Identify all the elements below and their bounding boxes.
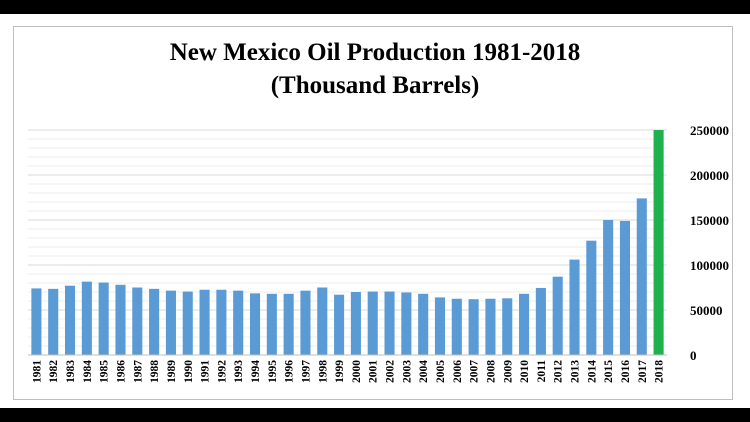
bar-2015 xyxy=(603,220,614,355)
x-tick-label: 2018 xyxy=(654,360,666,383)
bar-1992 xyxy=(216,289,227,355)
x-tick-label: 2013 xyxy=(570,360,582,383)
x-tick-label: 2004 xyxy=(418,360,430,383)
bar-2004 xyxy=(418,293,429,355)
bar-2013 xyxy=(569,259,580,355)
bar-1988 xyxy=(149,288,160,355)
chart-title: New Mexico Oil Production 1981-2018 (Tho… xyxy=(0,36,750,102)
bar-1996 xyxy=(283,293,294,355)
x-tick-label: 1991 xyxy=(200,360,212,383)
bar-chart: 0 50000 100000 150000 200000 250000 1981 1982 19… xyxy=(28,123,729,383)
x-tick-label: 1981 xyxy=(31,360,43,383)
bar-1991 xyxy=(199,289,210,355)
x-tick-label: 1989 xyxy=(166,360,178,383)
bar-2007 xyxy=(468,299,479,355)
x-tick-label: 1993 xyxy=(233,360,245,383)
x-tick-label: 1984 xyxy=(82,360,94,383)
bar-2011 xyxy=(535,287,546,355)
bar-2014 xyxy=(586,240,597,355)
bar-1981 xyxy=(31,288,42,355)
bar-1997 xyxy=(300,290,311,355)
x-tick-label: 2000 xyxy=(351,360,363,383)
bar-1986 xyxy=(115,284,126,355)
bar-1982 xyxy=(48,288,59,355)
bar-2010 xyxy=(519,293,530,355)
x-tick-label: 2015 xyxy=(603,360,615,383)
x-tick-label: 1994 xyxy=(250,360,262,383)
x-tick-label: 1986 xyxy=(115,360,127,383)
x-tick-label: 2016 xyxy=(620,360,632,383)
bar-2009 xyxy=(502,298,513,355)
bar-2001 xyxy=(367,291,378,355)
bar-2012 xyxy=(552,276,563,355)
y-tick-label: 200000 xyxy=(690,168,729,183)
chart-area-border xyxy=(13,26,733,400)
bar-2003 xyxy=(401,292,412,355)
bar-2005 xyxy=(434,297,446,355)
x-tick-label: 1987 xyxy=(132,360,144,383)
x-tick-label: 2002 xyxy=(385,360,397,383)
y-tick-label: 50000 xyxy=(690,303,723,318)
bar-2018 xyxy=(653,130,664,355)
bar-1990 xyxy=(182,291,193,355)
x-tick-label: 1988 xyxy=(149,360,161,383)
x-tick-label: 1985 xyxy=(99,360,111,383)
x-tick-label: 1999 xyxy=(334,360,346,383)
x-tick-label: 1983 xyxy=(65,360,77,383)
bar-1989 xyxy=(165,290,176,355)
bar-1995 xyxy=(266,293,277,355)
x-tick-label: 1997 xyxy=(300,360,312,383)
x-tick-label: 2008 xyxy=(485,360,497,383)
x-tick-label: 2007 xyxy=(469,360,481,383)
y-tick-label: 100000 xyxy=(690,258,729,273)
bar-2017 xyxy=(636,198,647,355)
bar-1994 xyxy=(249,293,261,355)
slide-frame: New Mexico Oil Production 1981-2018 (Tho… xyxy=(0,14,750,408)
x-tick-label: 1998 xyxy=(317,360,329,383)
x-tick-label: 2003 xyxy=(401,360,413,383)
bar-1998 xyxy=(317,287,328,355)
bar-2002 xyxy=(384,291,395,355)
bar-2006 xyxy=(451,298,462,355)
bar-1985 xyxy=(98,282,109,355)
bar-1993 xyxy=(233,290,244,355)
bar-2000 xyxy=(350,292,361,355)
y-tick-label: 150000 xyxy=(690,213,729,228)
x-tick-label: 2009 xyxy=(502,360,514,383)
x-tick-label: 2006 xyxy=(452,360,464,383)
bar-1999 xyxy=(334,294,345,355)
x-tick-label: 1982 xyxy=(48,360,60,383)
x-tick-label: 1995 xyxy=(267,360,279,383)
chart-title-line-1: New Mexico Oil Production 1981-2018 xyxy=(169,39,581,66)
x-tick-label: 2014 xyxy=(586,360,598,383)
bar-2016 xyxy=(619,220,631,355)
x-tick-label: 2010 xyxy=(519,360,531,383)
x-tick-label: 1992 xyxy=(216,360,228,383)
bar-1983 xyxy=(64,285,76,355)
bar-1984 xyxy=(81,281,92,355)
x-tick-label: 2012 xyxy=(553,360,565,383)
x-tick-label: 2017 xyxy=(637,360,649,383)
bar-2008 xyxy=(485,298,496,355)
x-tick-label: 2005 xyxy=(435,360,447,383)
y-tick-label: 0 xyxy=(690,348,697,363)
x-tick-label: 2001 xyxy=(368,360,380,383)
chart-title-line-2: (Thousand Barrels) xyxy=(270,72,480,99)
y-tick-label: 250000 xyxy=(690,123,729,138)
bar-1987 xyxy=(132,287,143,355)
x-tick-label: 2011 xyxy=(536,360,548,383)
x-tick-label: 1996 xyxy=(284,360,296,383)
x-tick-label: 1990 xyxy=(183,360,195,383)
